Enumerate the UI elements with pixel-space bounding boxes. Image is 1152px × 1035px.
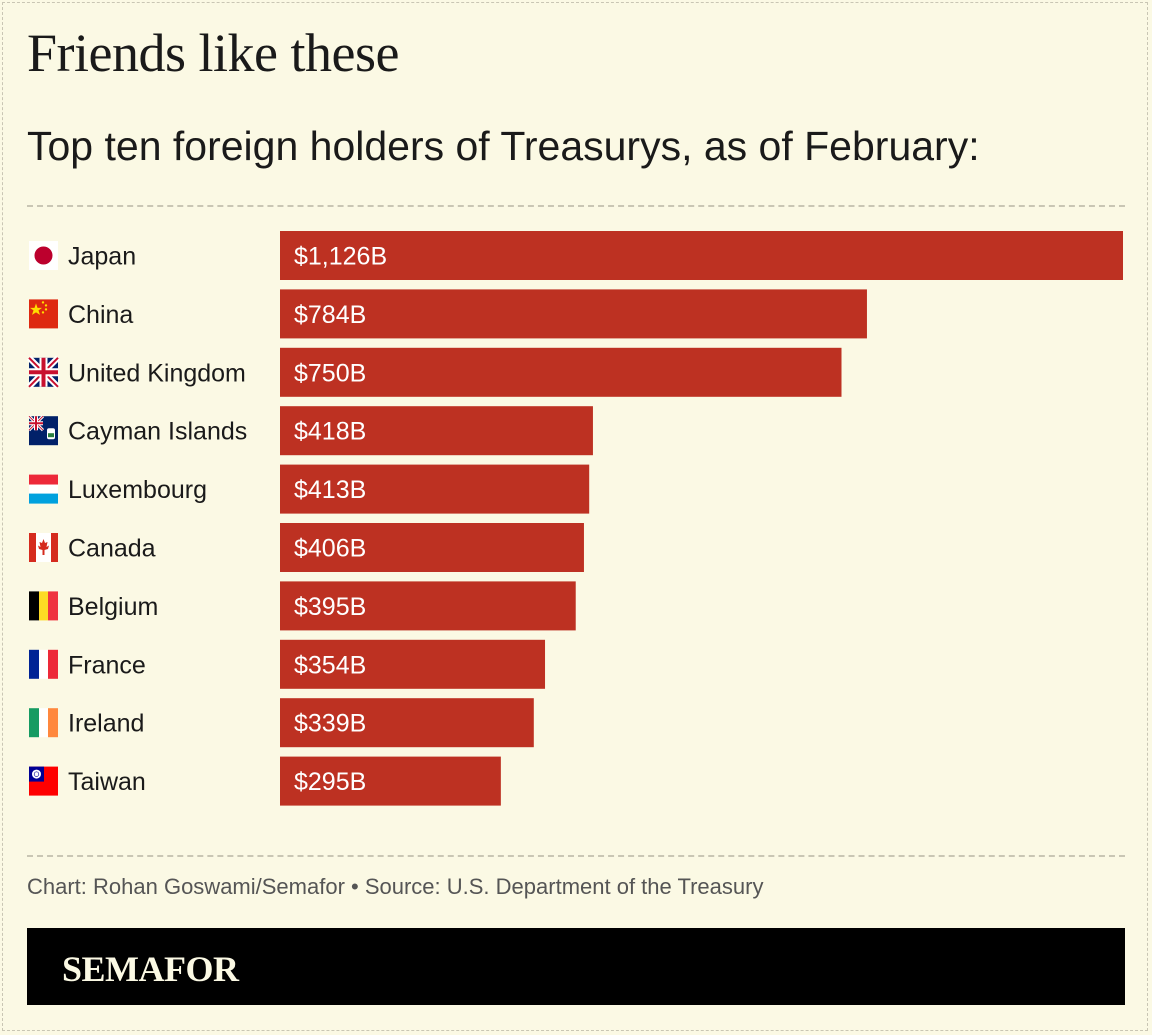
data-label: $339B <box>294 710 366 738</box>
category-label: United Kingdom <box>68 359 246 387</box>
chart-title: Friends like these <box>27 23 399 83</box>
category-label: Canada <box>68 535 156 563</box>
category-label: Ireland <box>68 710 144 738</box>
uk-flag-icon <box>26 355 61 389</box>
bottom-divider <box>27 855 1125 857</box>
bar <box>280 231 1123 280</box>
category-label: Belgium <box>68 593 158 621</box>
data-label: $395B <box>294 593 366 621</box>
bar <box>280 756 501 806</box>
canada-flag-icon <box>29 533 58 562</box>
chart-credit: Chart: Rohan Goswami/Semafor • Source: U… <box>27 874 764 899</box>
bar <box>280 698 534 748</box>
taiwan-flag-icon <box>29 766 58 796</box>
bar <box>280 639 546 689</box>
category-label: France <box>68 651 146 679</box>
cayman-flag-icon <box>27 415 58 446</box>
category-label: Cayman Islands <box>68 418 247 446</box>
data-label: $406B <box>294 535 366 563</box>
category-label: China <box>68 301 133 329</box>
bar <box>280 406 593 456</box>
bar <box>280 347 842 397</box>
category-label: Luxembourg <box>68 476 207 504</box>
data-label: $784B <box>294 301 366 329</box>
data-label: $413B <box>294 476 366 504</box>
france-flag-icon <box>29 649 58 679</box>
bar-chart: Japan $1,126B China $784B United Kingdom $750… <box>26 231 1123 806</box>
china-flag-icon <box>29 299 58 329</box>
category-label: Taiwan <box>68 768 146 796</box>
bar <box>280 523 584 572</box>
chart-subtitle: Top ten foreign holders of Treasurys, as… <box>27 123 980 169</box>
semafor-logo: SEMAFOR <box>62 949 239 989</box>
data-label: $295B <box>294 768 366 796</box>
data-label: $354B <box>294 651 366 679</box>
footer-bar: SEMAFOR <box>27 928 1125 1005</box>
data-label: $1,126B <box>294 243 387 271</box>
data-label: $418B <box>294 418 366 446</box>
ireland-flag-icon <box>29 708 58 738</box>
data-label: $750B <box>294 359 366 387</box>
belgium-flag-icon <box>29 591 58 621</box>
luxembourg-flag-icon <box>29 474 58 504</box>
bar <box>280 581 576 631</box>
bar <box>280 289 867 339</box>
japan-flag-icon <box>29 241 58 270</box>
top-divider <box>27 205 1125 207</box>
bar <box>280 464 590 514</box>
category-label: Japan <box>68 243 136 271</box>
